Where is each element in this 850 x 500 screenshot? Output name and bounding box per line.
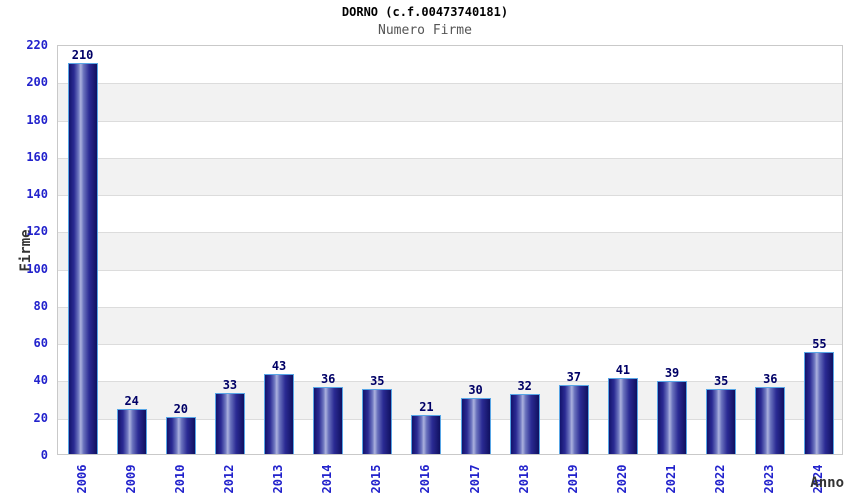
chart-title: DORNO (c.f.00473740181) <box>341 5 509 19</box>
x-tick-label-text: 2021 <box>664 464 679 494</box>
grid-band <box>58 157 842 196</box>
bar-2024 <box>804 351 835 454</box>
grid-band <box>58 344 842 381</box>
bar-value-label: 21 <box>419 399 434 414</box>
x-axis-labels: 2006 2009 2010 2012 2013 2014 2015 2016 2017 2018… <box>57 459 843 499</box>
y-tick-label: 0 <box>40 448 48 462</box>
y-tick-label: 120 <box>26 224 48 239</box>
bar-value-label: 33 <box>222 377 238 392</box>
x-tick-label: 2009 <box>111 459 151 499</box>
x-tick-label-text: 2023 <box>762 464 777 494</box>
bar-value-label: 35 <box>713 373 729 388</box>
x-tick-label: 2017 <box>455 459 495 499</box>
y-tick-label: 40 <box>33 373 48 388</box>
x-tick-label-text: 2012 <box>221 464 236 494</box>
bar-value-label: 39 <box>664 366 680 381</box>
x-tick-label-text: 2017 <box>467 464 482 494</box>
y-tick-label: 180 <box>26 112 48 127</box>
bar-value-label: 35 <box>370 373 385 388</box>
grid-band <box>58 46 842 83</box>
x-tick-label: 2015 <box>356 459 396 499</box>
bar-2013 <box>264 373 295 454</box>
bar-value-label: 55 <box>812 336 827 351</box>
y-tick-label: 20 <box>33 410 48 425</box>
bar-2010 <box>165 416 196 454</box>
x-tick-label: 2019 <box>553 459 593 499</box>
grid-band <box>58 195 842 232</box>
x-tick-label: 2022 <box>700 459 740 499</box>
x-axis-title: Anno <box>810 475 844 491</box>
bar-value-label: 32 <box>517 379 532 394</box>
x-tick-label: 2014 <box>307 459 347 499</box>
y-tick-label: 140 <box>26 187 48 202</box>
bar-2022 <box>706 388 737 454</box>
bar-value-label: 36 <box>320 371 336 386</box>
grid-band <box>58 306 842 345</box>
grid-band <box>58 120 842 158</box>
bar-value-label: 24 <box>124 394 139 409</box>
bar-value-label: 37 <box>566 370 582 385</box>
bar-2021 <box>657 381 688 454</box>
plot-area: 210 24 20 33 43 36 35 21 30 32 37 41 39 35 36 55 <box>57 45 843 455</box>
x-tick-label: 2013 <box>258 459 298 499</box>
bar-2014 <box>313 386 344 454</box>
bar-value-label: 210 <box>71 47 94 62</box>
bar-2009 <box>116 409 147 454</box>
bar-2018 <box>509 394 540 454</box>
x-tick-label: 2020 <box>602 459 642 499</box>
bar-2020 <box>607 377 638 454</box>
x-tick-label-text: 2022 <box>713 464 728 494</box>
chart-subtitle: Numero Firme <box>378 23 472 38</box>
bar-2006 <box>67 62 98 454</box>
y-tick-label: 80 <box>33 298 48 313</box>
x-tick-label-text: 2019 <box>565 464 580 494</box>
bar-2023 <box>755 386 786 454</box>
x-tick-label-text: 2018 <box>516 464 531 494</box>
y-tick-label: 60 <box>33 336 48 351</box>
bar-value-label: 20 <box>173 401 189 416</box>
grid-band <box>58 83 842 121</box>
x-tick-label: 2012 <box>209 459 249 499</box>
bar-2016 <box>411 414 442 454</box>
x-tick-label-text: 2015 <box>369 464 384 494</box>
bar-2017 <box>460 398 491 454</box>
x-tick-label: 2018 <box>504 459 544 499</box>
x-tick-label-text: 2009 <box>123 464 138 494</box>
x-tick-label-text: 2020 <box>614 464 629 494</box>
bar-value-label: 30 <box>468 383 483 398</box>
bar-value-label: 36 <box>763 371 778 386</box>
x-tick-label: 2016 <box>405 459 445 499</box>
x-tick-label-text: 2006 <box>74 464 89 494</box>
y-tick-label: 100 <box>26 261 48 276</box>
x-tick-label: 2010 <box>160 459 200 499</box>
x-tick-label-text: 2013 <box>271 464 286 494</box>
x-tick-label-text: 2016 <box>418 464 433 494</box>
x-tick-label: 2006 <box>62 459 102 499</box>
x-tick-label-text: 2010 <box>172 464 187 494</box>
x-tick-label-text: 2014 <box>320 464 335 494</box>
grid-band <box>58 269 842 307</box>
x-tick-label: 2023 <box>749 459 789 499</box>
bar-value-label: 43 <box>271 358 287 373</box>
x-tick-label: 2021 <box>651 459 691 499</box>
bar-2015 <box>362 388 393 454</box>
grid-band <box>58 232 842 270</box>
grid-band <box>58 418 842 456</box>
bar-value-label: 41 <box>615 362 631 377</box>
y-tick-label: 160 <box>26 149 48 164</box>
y-tick-label: 200 <box>26 75 48 90</box>
bar-2012 <box>214 392 245 454</box>
bar-2019 <box>558 385 589 454</box>
y-tick-label: 220 <box>26 38 48 52</box>
